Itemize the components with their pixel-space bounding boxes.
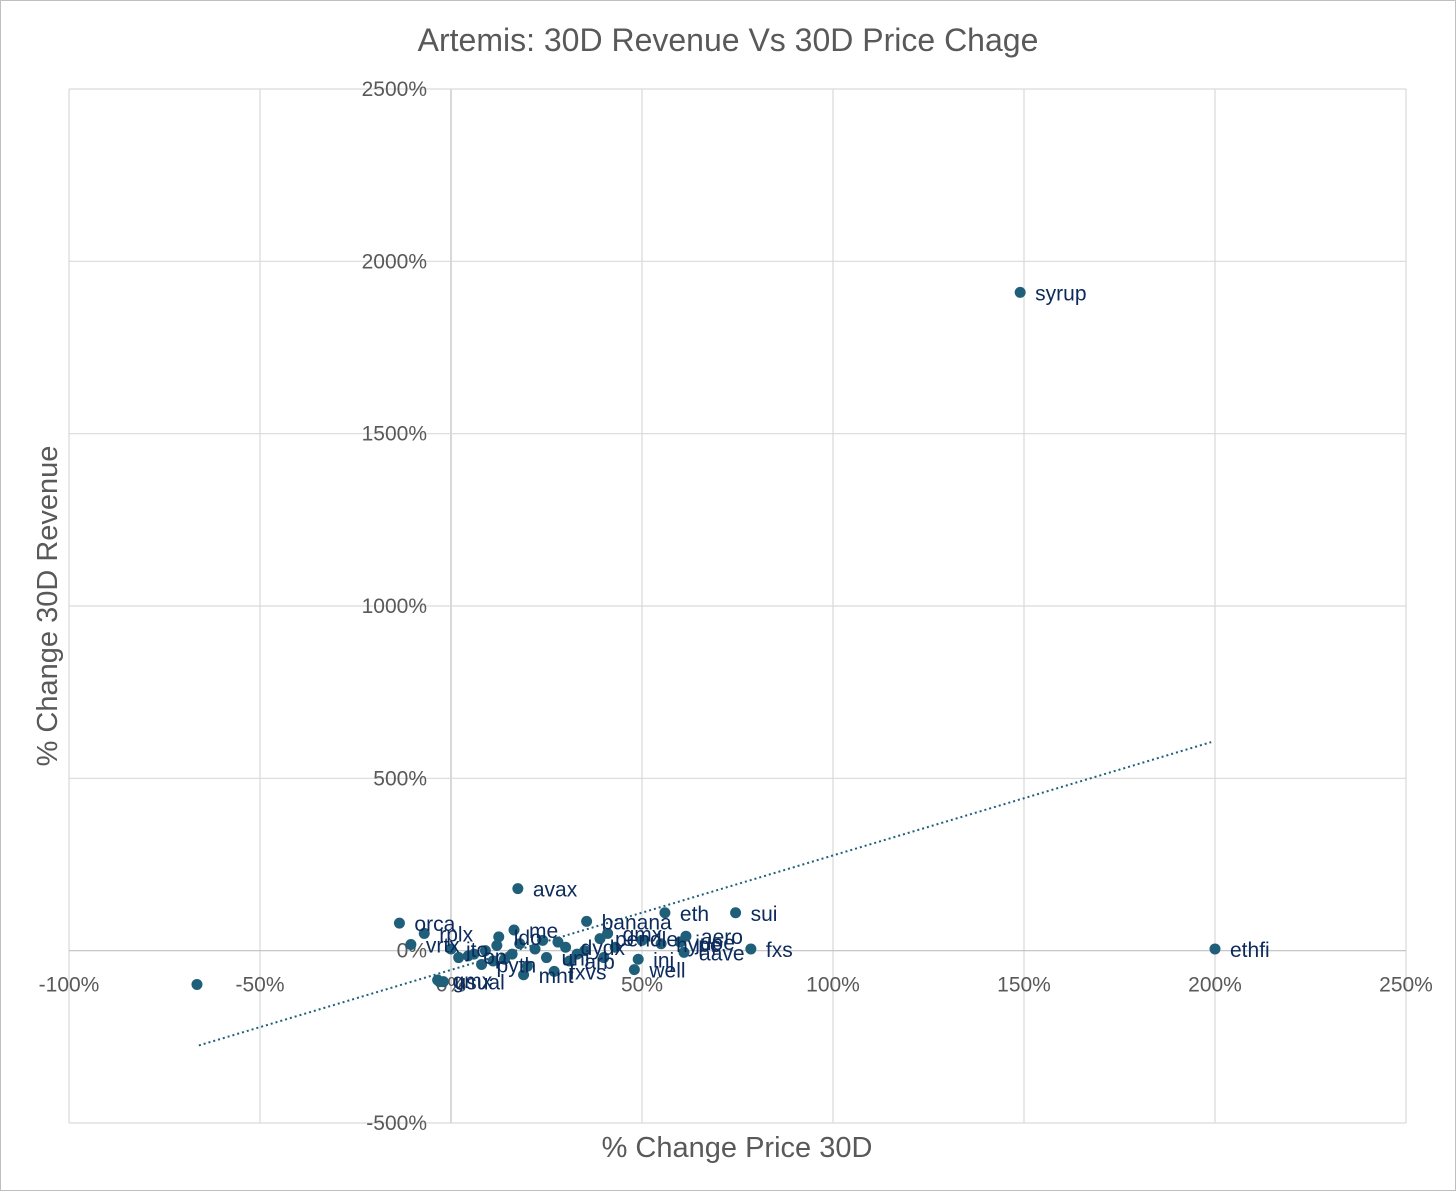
data-point: [506, 948, 518, 960]
data-point: [493, 931, 505, 943]
data-point: [674, 936, 686, 948]
data-point: [745, 943, 757, 955]
data-label: usual: [455, 972, 505, 995]
data-points: [191, 286, 1221, 990]
y-tick-label: 1500%: [362, 423, 427, 446]
data-label: hype: [676, 934, 722, 957]
y-tick-label: 0%: [397, 940, 427, 963]
data-label: orca: [414, 913, 455, 936]
data-point: [191, 978, 203, 990]
data-label: jto: [465, 939, 488, 962]
data-label: dydx: [581, 937, 626, 960]
data-label: syrup: [1035, 282, 1086, 305]
data-point: [537, 934, 549, 946]
data-label: ethfi: [1230, 939, 1270, 962]
data-point: [628, 964, 640, 976]
data-point: [476, 958, 488, 970]
data-label: aero: [701, 926, 743, 949]
data-point: [636, 934, 648, 946]
data-point: [1014, 286, 1026, 298]
data-point: [393, 917, 405, 929]
trendline: [198, 741, 1212, 1047]
data-label: aave: [699, 942, 745, 965]
data-label: me: [529, 920, 558, 943]
data-point: [730, 907, 742, 919]
data-label: avax: [533, 879, 578, 902]
data-point: [581, 915, 593, 927]
y-axis-title: % Change 30D Revenue: [32, 446, 64, 767]
data-label: gmx: [453, 970, 493, 993]
data-label: ldo: [514, 927, 542, 950]
data-point: [552, 936, 564, 948]
x-tick-labels: -100% -50% 0% 50% 100% 150% 200% 250%: [39, 974, 1433, 997]
data-point: [405, 938, 417, 950]
gridlines: [68, 88, 1407, 1124]
data-point: [632, 953, 644, 965]
data-point: [487, 955, 499, 967]
data-label: vrtx: [426, 934, 460, 957]
data-label: pyth: [497, 954, 537, 977]
data-label: op: [483, 946, 506, 969]
data-point: [548, 965, 560, 977]
data-point: [445, 943, 457, 955]
data-point: [609, 941, 621, 953]
data-label: mnt: [539, 965, 574, 988]
data-label: rplx: [439, 923, 473, 946]
data-point: [418, 927, 430, 939]
x-tick-label: 200%: [1188, 974, 1242, 997]
data-point: [659, 907, 671, 919]
data-point: [1209, 943, 1221, 955]
data-point: [453, 952, 465, 964]
data-point: [514, 938, 526, 950]
data-point: [508, 924, 520, 936]
data-point: [598, 952, 610, 964]
data-label: gmx: [623, 923, 663, 946]
data-point: [571, 948, 583, 960]
data-point: [563, 955, 575, 967]
x-tick-label: -100%: [39, 974, 100, 997]
data-point: [468, 948, 480, 960]
x-tick-label: 50%: [621, 974, 663, 997]
data-label: banana: [602, 911, 672, 934]
chart-title: Artemis: 30D Revenue Vs 30D Price Chage: [418, 22, 1039, 58]
data-point: [529, 943, 541, 955]
data-label: eth: [680, 903, 709, 926]
data-point: [437, 976, 449, 988]
y-tick-label: 500%: [373, 767, 427, 790]
y-tick-label: -500%: [366, 1112, 427, 1135]
data-point: [479, 945, 491, 957]
data-labels: syrup ethfi avax sui eth orca banana me rplx ldo a…: [414, 282, 1269, 994]
x-tick-label: 250%: [1379, 974, 1433, 997]
data-label: arb: [584, 951, 614, 974]
y-tick-label: 2000%: [362, 250, 427, 273]
data-point: [491, 939, 503, 951]
data-label: uni: [562, 948, 590, 971]
y-tick-label: 1000%: [362, 595, 427, 618]
x-tick-label: 150%: [997, 974, 1051, 997]
data-label: pendle: [615, 929, 678, 952]
data-label: sui: [751, 903, 778, 926]
data-label: fxvs: [569, 961, 606, 984]
data-point: [678, 946, 690, 958]
data-point: [518, 969, 530, 981]
data-point: [512, 883, 524, 895]
data-label: fxs: [766, 939, 793, 962]
data-label: inj: [653, 949, 674, 972]
data-point: [655, 938, 667, 950]
trendline-group: [198, 741, 1212, 1047]
data-point: [541, 952, 552, 964]
data-point: [602, 927, 614, 939]
y-tick-label: 2500%: [362, 78, 427, 101]
y-tick-labels: -500% 0% 500% 1000% 1500% 2000% 2500%: [362, 78, 427, 1135]
x-tick-label: -50%: [235, 974, 284, 997]
x-axis-title: % Change Price 30D: [602, 1132, 873, 1164]
data-label: jupe: [694, 932, 735, 955]
data-label: well: [648, 960, 685, 983]
x-tick-label: 100%: [806, 974, 860, 997]
data-point: [521, 960, 533, 972]
